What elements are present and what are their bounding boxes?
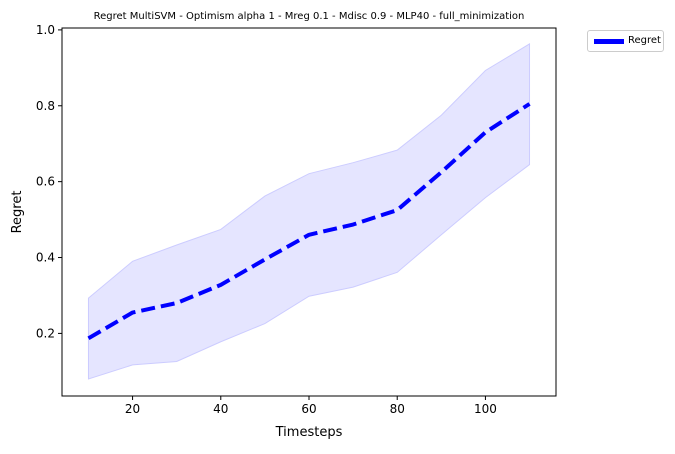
x-tick-label: 20	[125, 402, 140, 416]
x-tick-label: 80	[390, 402, 405, 416]
data-point	[351, 223, 355, 227]
chart-title: Regret MultiSVM - Optimism alpha 1 - Mre…	[94, 11, 525, 22]
x-axis-ticks: 20 40 60 80 100	[125, 396, 497, 416]
data-point	[263, 257, 267, 261]
x-tick-label: 60	[301, 402, 316, 416]
legend-label-regret: Regret	[628, 35, 661, 46]
data-point	[131, 311, 135, 315]
x-axis-label: Timesteps	[275, 425, 343, 440]
plot-area	[86, 43, 532, 380]
series-line-regret	[87, 102, 531, 341]
y-tick-label: 0.6	[36, 175, 55, 189]
y-axis-ticks: 0.2 0.4 0.6 0.8 1.0	[36, 23, 62, 340]
data-point	[86, 336, 90, 340]
y-axis-label: Regret	[10, 191, 25, 234]
data-point	[175, 301, 179, 305]
data-point	[307, 233, 311, 237]
x-tick-label: 100	[474, 402, 497, 416]
y-tick-label: 0.2	[36, 326, 55, 340]
y-tick-label: 0.8	[36, 99, 55, 113]
legend-swatch-regret	[594, 39, 624, 44]
data-point	[528, 102, 532, 106]
confidence-band-regret	[87, 43, 531, 380]
y-tick-label: 0.4	[36, 251, 55, 265]
x-tick-label: 40	[213, 402, 228, 416]
y-tick-label: 1.0	[36, 23, 55, 37]
data-point	[219, 283, 223, 287]
data-point	[483, 130, 487, 134]
data-point	[439, 170, 443, 174]
legend: Regret	[587, 30, 664, 52]
data-point	[395, 208, 399, 212]
